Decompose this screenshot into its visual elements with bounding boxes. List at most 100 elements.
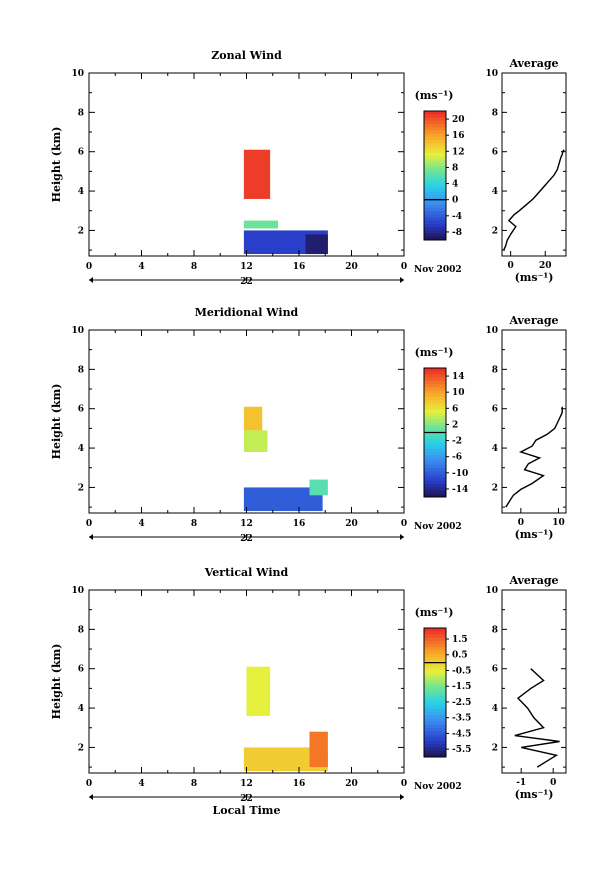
panel-title: Vertical Wind	[204, 566, 289, 579]
colorbar-cell	[424, 214, 446, 218]
colorbar-cell	[424, 400, 446, 404]
colorbar-cell	[424, 663, 446, 668]
colorbar-cell	[424, 669, 446, 674]
x-tick-label: 4	[138, 779, 144, 789]
heatmap-region	[243, 406, 263, 431]
x-tick-label: 0	[401, 779, 407, 789]
colorbar-cell	[424, 230, 446, 235]
colorbar-cell	[424, 227, 446, 231]
y-tick-label: 4	[78, 187, 84, 197]
colorbar-cell	[424, 493, 446, 498]
heatmap-region	[309, 731, 328, 768]
colorbar-cell	[424, 185, 446, 189]
colorbar-tick-label: 0	[452, 196, 458, 206]
y-tick-label: 6	[78, 665, 84, 675]
avg-y-tick-label: 2	[492, 483, 498, 493]
y-tick-label: 10	[71, 69, 84, 79]
colorbar-cell	[424, 477, 446, 482]
colorbar-unit: (ms⁻¹)	[415, 606, 454, 619]
avg-y-tick-label: 4	[492, 444, 498, 454]
y-axis-label: Height (km)	[50, 644, 63, 720]
colorbar-cell	[424, 631, 446, 635]
colorbar-cell	[424, 451, 446, 456]
average-profile-line	[503, 149, 565, 251]
avg-y-tick-label: 6	[492, 405, 498, 415]
colorbar-cell	[424, 702, 446, 706]
colorbar-cell	[424, 127, 446, 131]
colorbar-cell	[424, 484, 446, 488]
colorbar-cell	[424, 236, 446, 241]
colorbar-cell	[424, 657, 446, 661]
avg-x-label: (ms⁻¹)	[515, 528, 554, 541]
avg-x-label: (ms⁻¹)	[515, 788, 554, 801]
date-arrow-left	[89, 794, 93, 800]
colorbar-cell	[424, 747, 446, 752]
colorbar-cell	[424, 117, 446, 122]
colorbar-cell	[424, 692, 446, 697]
heatmap-region	[305, 234, 328, 255]
colorbar-tick-label: -0.5	[452, 666, 471, 676]
heatmap-region	[243, 487, 323, 512]
colorbar-cell	[424, 111, 446, 115]
date-arrow-left	[89, 277, 93, 283]
colorbar-cell	[424, 413, 446, 417]
avg-x-tick-label: 0	[518, 518, 524, 528]
colorbar-tick-label: -3.5	[452, 714, 471, 724]
colorbar-cell	[424, 188, 446, 193]
month-label: Nov 2002	[414, 782, 462, 792]
colorbar-cell	[424, 371, 446, 375]
heatmap-region	[246, 666, 271, 716]
x-tick-label: 0	[86, 779, 92, 789]
colorbar-cell	[424, 384, 446, 388]
colorbar-frame	[423, 110, 447, 241]
average-title: Average	[508, 574, 558, 587]
avg-y-tick-label: 8	[492, 365, 498, 375]
x-axis-label: Local Time	[213, 804, 281, 817]
x-tick-label: 20	[345, 779, 358, 789]
colorbar-cell	[424, 419, 446, 424]
avg-y-tick-label: 4	[492, 704, 498, 714]
y-tick-label: 10	[71, 586, 84, 596]
colorbar-cell	[424, 653, 446, 658]
x-tick-label: 16	[293, 519, 306, 529]
colorbar-cell	[424, 487, 446, 492]
colorbar-unit: (ms⁻¹)	[415, 89, 454, 102]
colorbar-tick-label: 10	[452, 388, 465, 398]
colorbar-cell	[424, 223, 446, 228]
colorbar-tick-label: 12	[452, 147, 465, 157]
colorbar-cell	[424, 750, 446, 755]
colorbar-tick-label: -4.5	[452, 729, 471, 739]
colorbar-cell	[424, 464, 446, 469]
date-arrow-right	[400, 534, 404, 540]
x-tick-label: 0	[401, 519, 407, 529]
colorbar-cell	[424, 426, 446, 430]
x-tick-label: 8	[191, 779, 197, 789]
colorbar-tick-label: -4	[452, 212, 462, 222]
colorbar-cell	[424, 130, 446, 135]
y-tick-label: 8	[78, 365, 84, 375]
y-tick-label: 2	[78, 226, 84, 236]
avg-y-tick-label: 8	[492, 108, 498, 118]
colorbar-tick-label: -2	[452, 437, 462, 447]
colorbar-cell	[424, 165, 446, 170]
date-label: 22	[240, 794, 253, 804]
avg-x-tick-label: -1	[516, 778, 526, 788]
colorbar-cell	[424, 628, 446, 632]
colorbar-cell	[424, 724, 446, 729]
colorbar-tick-label: -5.5	[452, 745, 471, 755]
colorbar-cell	[424, 217, 446, 222]
colorbar-cell	[424, 207, 446, 212]
colorbar-cell	[424, 673, 446, 677]
colorbar-cell	[424, 191, 446, 196]
colorbar-cell	[424, 210, 446, 215]
avg-y-tick-label: 10	[485, 69, 498, 79]
colorbar-cell	[424, 374, 446, 379]
colorbar-cell	[424, 471, 446, 475]
x-tick-label: 8	[191, 262, 197, 272]
y-tick-label: 6	[78, 405, 84, 415]
colorbar-cell	[424, 397, 446, 401]
colorbar-cell	[424, 753, 446, 758]
colorbar-tick-label: 2	[452, 420, 458, 430]
colorbar-tick-label: 4	[452, 180, 458, 190]
colorbar-cell	[424, 380, 446, 385]
